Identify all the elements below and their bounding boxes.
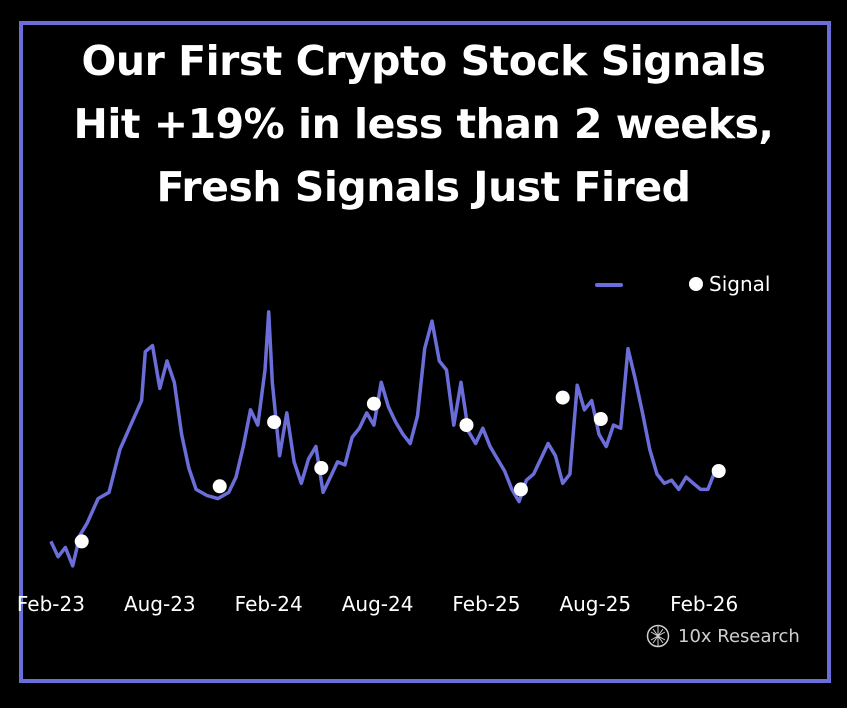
brand: 10x Research bbox=[646, 624, 800, 648]
x-tick-label: Aug-23 bbox=[124, 592, 196, 616]
signal-point bbox=[314, 461, 329, 475]
x-tick-label: Feb-23 bbox=[17, 592, 85, 616]
signal-point bbox=[74, 534, 89, 549]
headline-line-1: Our First Crypto Stock Signals bbox=[81, 37, 766, 85]
price-line bbox=[49, 310, 717, 568]
signal-point bbox=[366, 396, 381, 411]
legend: Signal bbox=[595, 272, 770, 296]
signal-point bbox=[555, 390, 570, 405]
headline-line-2: Hit +19% in less than 2 weeks, bbox=[73, 100, 774, 148]
signal-point bbox=[513, 482, 528, 497]
x-tick-label: Feb-26 bbox=[670, 592, 738, 616]
x-tick-label: Feb-24 bbox=[235, 592, 303, 616]
legend-signal-label: Signal bbox=[709, 272, 770, 296]
signal-point bbox=[593, 412, 608, 426]
brand-name: 10x Research bbox=[678, 625, 800, 647]
headline-line-3: Fresh Signals Just Fired bbox=[156, 163, 691, 211]
signal-point bbox=[459, 418, 474, 433]
headline: Our First Crypto Stock Signals Hit +19% … bbox=[0, 30, 847, 219]
x-tick-label: Aug-24 bbox=[342, 592, 414, 616]
signal-point bbox=[711, 464, 726, 478]
x-tick-label: Feb-25 bbox=[452, 592, 520, 616]
x-tick-label: Aug-25 bbox=[559, 592, 631, 616]
10x-research-logo-icon bbox=[646, 624, 670, 648]
signal-point bbox=[267, 415, 282, 430]
legend-signal-dot bbox=[689, 277, 703, 291]
signal-point bbox=[212, 479, 227, 494]
